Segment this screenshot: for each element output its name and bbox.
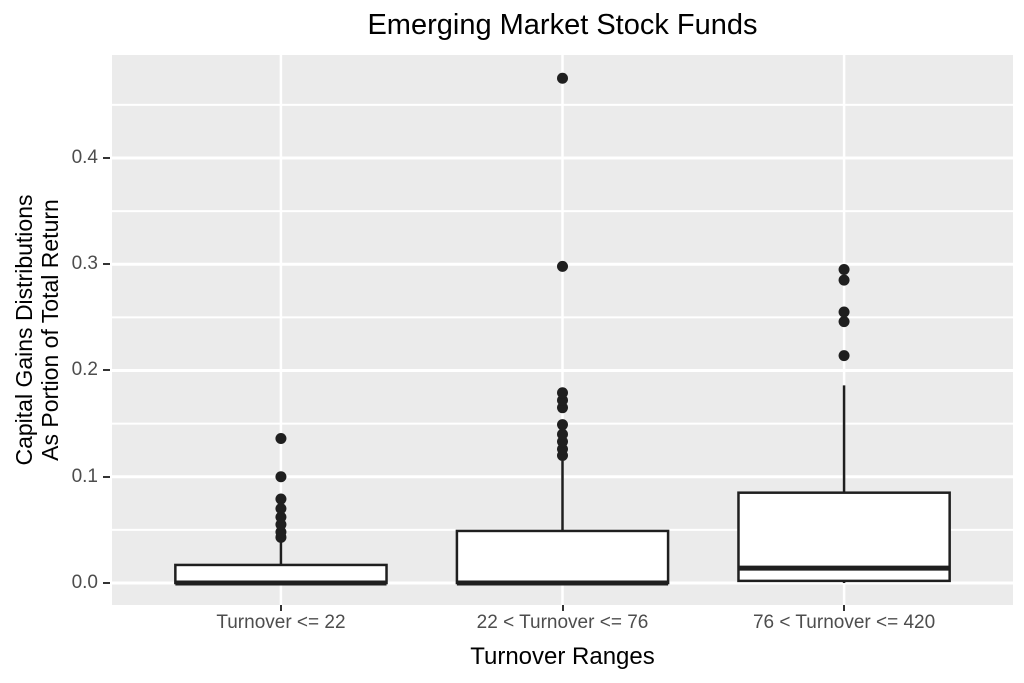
y-tick-label: 0.3 xyxy=(71,253,98,275)
y-tick-mark xyxy=(103,582,110,584)
y-axis-title-line2: As Portion of Total Return xyxy=(37,199,63,461)
outlier-point xyxy=(557,428,568,440)
x-tick-label: 22 < Turnover <= 76 xyxy=(476,612,649,633)
y-tick-label: 0.0 xyxy=(71,572,98,593)
outlier-point xyxy=(557,387,568,399)
x-tick-label: Turnover <= 22 xyxy=(216,612,346,633)
y-axis-title-line1: Capital Gains Distributions xyxy=(11,194,37,466)
outlier-point xyxy=(838,274,850,286)
x-axis-title: Turnover Ranges xyxy=(470,643,655,670)
x-tick-mark xyxy=(843,605,846,611)
outlier-point xyxy=(275,471,287,483)
box-rect xyxy=(174,563,388,585)
x-tick-label: 76 < Turnover <= 420 xyxy=(752,612,936,633)
x-tick-mark xyxy=(279,605,282,611)
y-tick-mark xyxy=(103,475,110,478)
y-tick-mark xyxy=(103,369,110,372)
outlier-point xyxy=(838,264,850,276)
outlier-point xyxy=(275,493,287,505)
y-tick-label: 0.1 xyxy=(71,465,98,487)
plot-panel xyxy=(112,55,1013,605)
outlier-point xyxy=(557,72,568,84)
outlier-point xyxy=(275,511,287,523)
y-axis-title: Capital Gains Distributions As Portion o… xyxy=(11,55,63,605)
outlier-point xyxy=(838,306,850,318)
y-tick-mark xyxy=(103,263,110,266)
y-tick-label: 0.4 xyxy=(71,146,98,168)
outlier-point xyxy=(838,316,850,328)
y-tick-mark xyxy=(103,156,110,159)
outlier-point xyxy=(557,419,568,431)
chart-title: Emerging Market Stock Funds xyxy=(367,9,758,41)
outlier-point xyxy=(557,260,568,272)
y-tick-label: 0.2 xyxy=(71,359,98,381)
outlier-point xyxy=(275,503,287,515)
boxplot-canvas xyxy=(112,55,1013,605)
outlier-point xyxy=(275,432,287,444)
box-rect xyxy=(455,529,670,585)
x-tick-mark xyxy=(561,605,564,611)
outlier-point xyxy=(838,350,850,362)
